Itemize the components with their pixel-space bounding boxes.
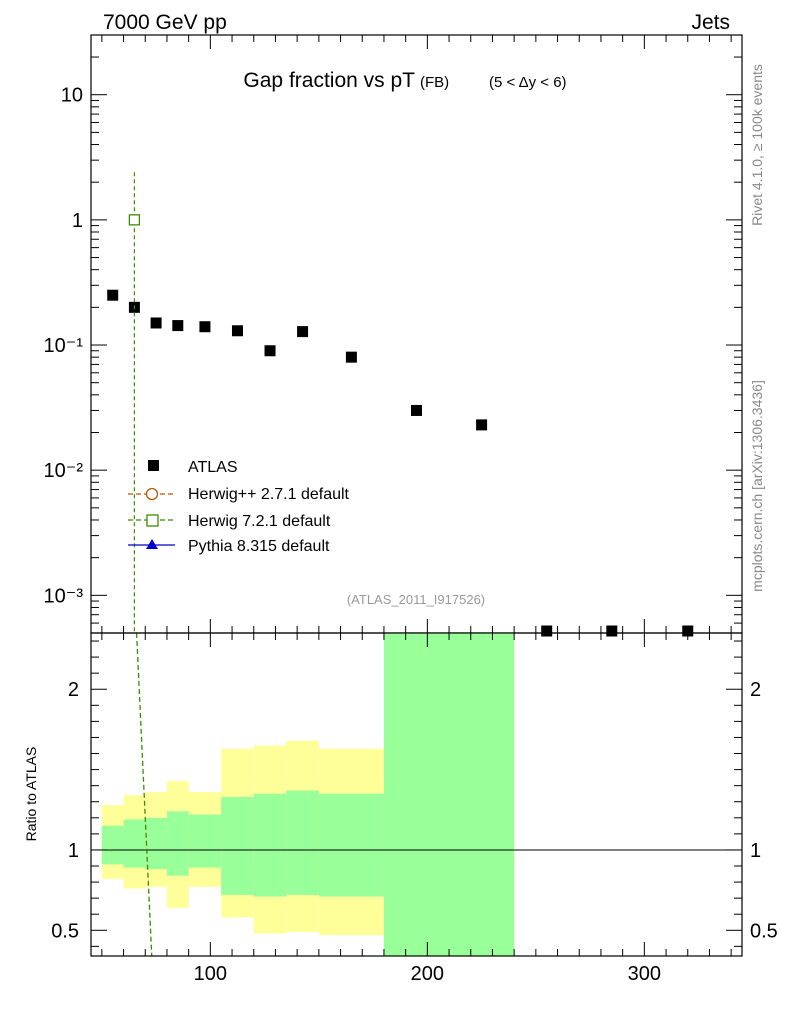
analysis-label: (ATLAS_2011_I917526) bbox=[347, 592, 485, 607]
y-tick-label: 10 bbox=[61, 85, 83, 107]
ratio-y-tick-label-right: 2 bbox=[750, 679, 761, 701]
ratio-y-tick-label-left: 1 bbox=[68, 840, 79, 862]
x-tick-label: 300 bbox=[628, 963, 661, 985]
ratio-axis-ticks: 0.5 0.5 1 1 2 2 100 200 300 bbox=[51, 633, 778, 985]
legend-marker-pythia bbox=[146, 539, 158, 549]
main-axis-ticks: 10 1 10⁻¹ 10⁻² 10⁻³ bbox=[44, 34, 742, 634]
ratio-herwig7-line bbox=[135, 632, 153, 957]
legend-marker-herwigpp bbox=[145, 487, 159, 501]
main-plot-data bbox=[107, 172, 694, 637]
ratio-y-tick-label-left: 2 bbox=[68, 679, 79, 701]
ratio-panel: 0.5 0.5 1 1 2 2 100 200 300 Ratio to ATLAS bbox=[23, 632, 778, 985]
atlas-data-point bbox=[345, 351, 357, 363]
atlas-data-point bbox=[541, 625, 553, 637]
atlas-data-point bbox=[172, 320, 184, 332]
ratio-green-band-bin bbox=[318, 793, 384, 897]
x-tick-label: 100 bbox=[194, 963, 227, 985]
ratio-y-axis-label: Ratio to ATLAS bbox=[23, 747, 39, 842]
legend-label-herwigpp: Herwig++ 2.7.1 default bbox=[188, 486, 350, 503]
atlas-data-point bbox=[411, 404, 422, 416]
ratio-green-band-bin bbox=[123, 819, 146, 868]
mcplots-site-label: mcplots.cern.ch [arXiv:1306.3436] bbox=[749, 380, 765, 592]
legend-marker-atlas bbox=[148, 460, 159, 471]
atlas-data-point bbox=[476, 419, 488, 431]
atlas-data-point bbox=[199, 321, 211, 333]
ratio-green-band-bin bbox=[383, 633, 515, 956]
rivet-version-label: Rivet 4.1.0, ≥ 100k events bbox=[749, 64, 765, 226]
ratio-y-tick-label-right: 0.5 bbox=[750, 920, 778, 942]
legend-marker-herwig7 bbox=[146, 514, 159, 527]
ratio-green-band-bin bbox=[145, 817, 167, 870]
header-left-label: 7000 GeV pp bbox=[103, 11, 227, 34]
atlas-data-point bbox=[606, 625, 618, 637]
atlas-data-point bbox=[264, 345, 276, 357]
y-tick-label: 1 bbox=[72, 210, 83, 232]
legend: ATLAS Herwig++ 2.7.1 default Herwig 7.2.… bbox=[128, 459, 350, 555]
ratio-green-band-bin bbox=[101, 825, 124, 865]
ratio-green-band-bin bbox=[188, 814, 222, 868]
plot-title-condition: (5 < Δy < 6) bbox=[489, 74, 567, 91]
ratio-green-band-bin bbox=[221, 796, 254, 895]
ratio-y-tick-label-left: 0.5 bbox=[51, 920, 79, 942]
ratio-green-band-bin bbox=[286, 790, 319, 895]
plot-title-suffix: (FB) bbox=[420, 74, 449, 91]
legend-label-pythia: Pythia 8.315 default bbox=[188, 538, 330, 555]
atlas-data-point bbox=[107, 289, 119, 301]
atlas-data-point bbox=[231, 325, 243, 337]
x-tick-label: 200 bbox=[411, 963, 444, 985]
y-tick-label: 10⁻³ bbox=[44, 585, 84, 607]
ratio-plot-data bbox=[91, 632, 742, 957]
herwig7-data-point bbox=[128, 214, 141, 226]
plot-title: Gap fraction vs pT bbox=[243, 69, 415, 92]
atlas-data-point bbox=[297, 326, 309, 338]
y-tick-label: 10⁻² bbox=[44, 460, 84, 482]
header-right-label: Jets bbox=[691, 11, 730, 34]
legend-label-herwig7: Herwig 7.2.1 default bbox=[188, 513, 331, 530]
ratio-plot-frame bbox=[90, 632, 743, 957]
atlas-data-point bbox=[150, 317, 162, 329]
ratio-y-tick-label-right: 1 bbox=[750, 840, 761, 862]
legend-label-atlas: ATLAS bbox=[188, 459, 238, 476]
ratio-green-band-bin bbox=[166, 811, 189, 876]
ratio-green-band-bin bbox=[253, 793, 287, 897]
y-tick-label: 10⁻¹ bbox=[44, 335, 84, 357]
